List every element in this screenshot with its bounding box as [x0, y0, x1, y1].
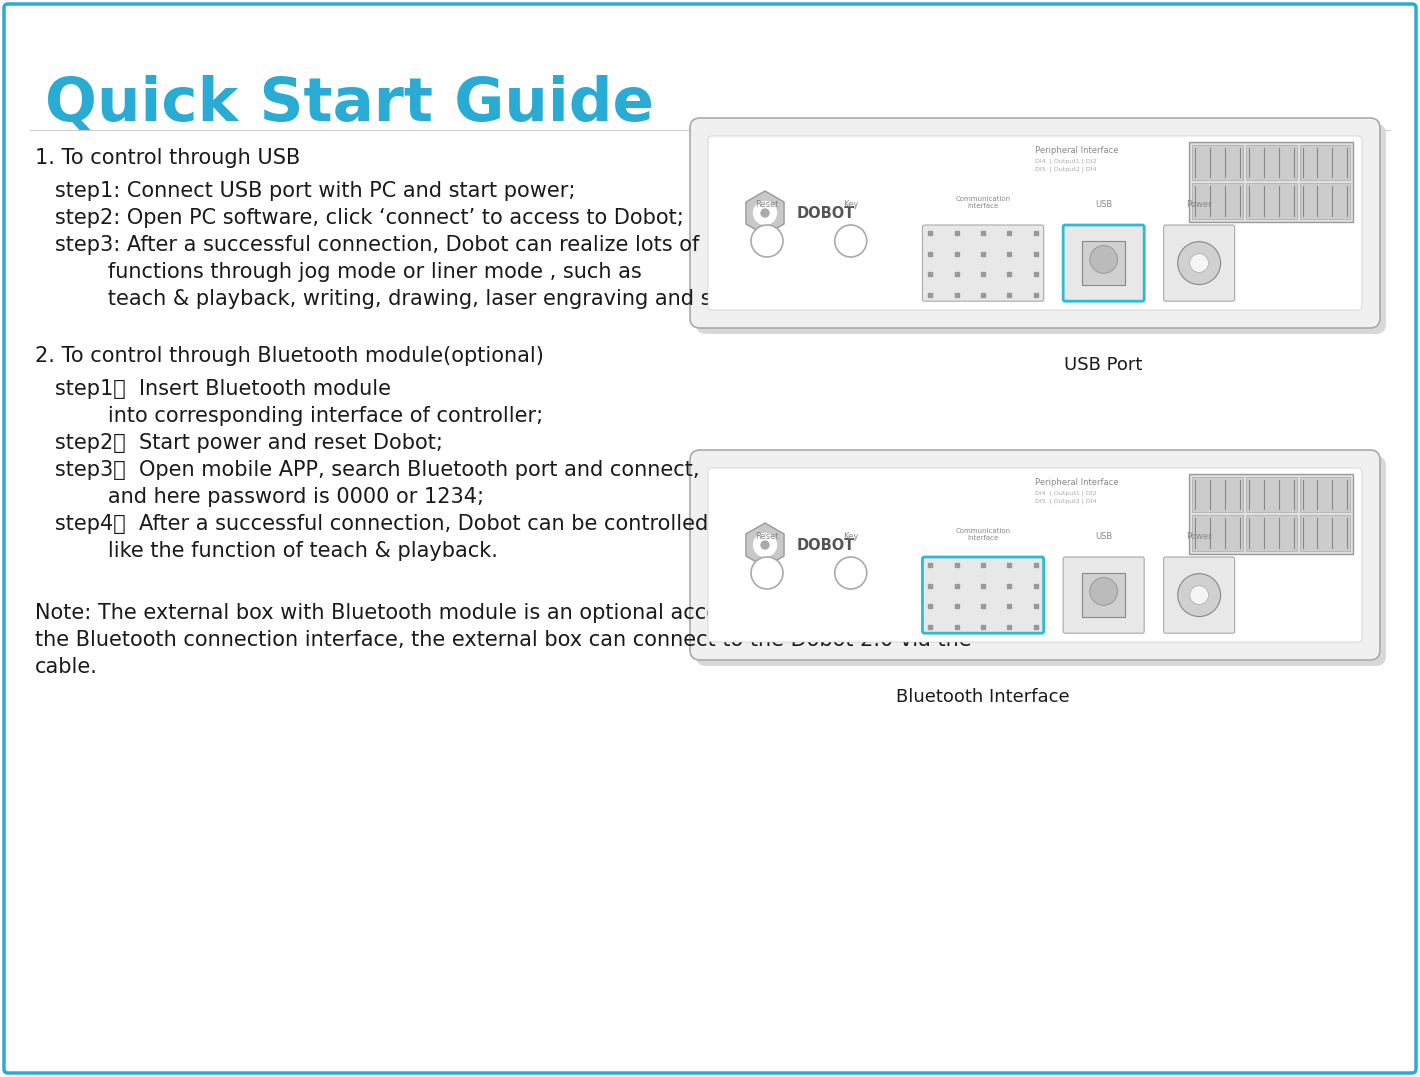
FancyBboxPatch shape [1064, 557, 1145, 633]
Circle shape [754, 201, 777, 224]
Text: DOBOT: DOBOT [797, 206, 855, 221]
Text: USB: USB [1095, 532, 1112, 541]
Text: and here password is 0000 or 1234;: and here password is 0000 or 1234; [36, 487, 484, 507]
FancyBboxPatch shape [923, 225, 1044, 302]
Text: functions through jog mode or liner mode , such as: functions through jog mode or liner mode… [36, 262, 642, 282]
FancyBboxPatch shape [690, 118, 1380, 328]
Polygon shape [746, 191, 784, 235]
Circle shape [761, 541, 770, 549]
Text: Reset: Reset [755, 200, 778, 209]
Circle shape [1177, 241, 1221, 284]
Bar [1245, 477, 1296, 513]
Text: 1. To control through USB: 1. To control through USB [36, 148, 300, 168]
FancyBboxPatch shape [696, 124, 1386, 334]
Circle shape [751, 557, 782, 589]
Bar [1299, 145, 1350, 181]
Text: Reset: Reset [755, 532, 778, 541]
Text: Note: The external box with Bluetooth module is an optional accessory. Through: Note: The external box with Bluetooth mo… [36, 603, 872, 623]
Bar [1299, 477, 1350, 513]
Circle shape [1177, 574, 1221, 616]
Circle shape [754, 533, 777, 557]
Text: step1: Connect USB port with PC and start power;: step1: Connect USB port with PC and star… [36, 181, 575, 201]
Bar [1193, 183, 1242, 219]
Polygon shape [746, 523, 784, 567]
Text: like the function of teach & playback.: like the function of teach & playback. [36, 541, 498, 561]
Text: into corresponding interface of controller;: into corresponding interface of controll… [36, 406, 542, 426]
Bar [1082, 573, 1125, 617]
FancyBboxPatch shape [690, 450, 1380, 660]
Text: step2: Open PC software, click ‘connect’ to access to Dobot;: step2: Open PC software, click ‘connect’… [36, 208, 684, 228]
Text: 2. To control through Bluetooth module(optional): 2. To control through Bluetooth module(o… [36, 346, 544, 366]
FancyBboxPatch shape [4, 4, 1416, 1073]
Text: Peripheral Interface: Peripheral Interface [1035, 478, 1119, 487]
Bar [1082, 241, 1125, 284]
Text: Communication
Interface: Communication Interface [956, 528, 1011, 541]
Text: step2：  Start power and reset Dobot;: step2： Start power and reset Dobot; [36, 433, 443, 453]
Text: USB Port: USB Port [1065, 356, 1143, 374]
Text: Peripheral Interface: Peripheral Interface [1035, 146, 1119, 155]
Bar [1189, 142, 1353, 222]
Text: Power: Power [1186, 200, 1211, 209]
FancyBboxPatch shape [1064, 225, 1145, 302]
Text: USB: USB [1095, 200, 1112, 209]
Circle shape [835, 225, 866, 257]
Text: DI5  | Output2 | DI4: DI5 | Output2 | DI4 [1035, 499, 1096, 504]
Bar [1245, 516, 1296, 550]
Text: DOBOT: DOBOT [797, 537, 855, 553]
Bar [1193, 516, 1242, 550]
FancyBboxPatch shape [709, 468, 1362, 642]
Circle shape [1190, 586, 1208, 604]
Circle shape [751, 225, 782, 257]
Text: Key: Key [843, 532, 859, 541]
Text: Quick Start Guide: Quick Start Guide [45, 75, 655, 134]
FancyBboxPatch shape [923, 557, 1044, 633]
Text: Key: Key [843, 200, 859, 209]
Text: cable.: cable. [36, 657, 98, 677]
Circle shape [1190, 254, 1208, 272]
Bar [1245, 183, 1296, 219]
Text: DI4  | Output1 | DI2: DI4 | Output1 | DI2 [1035, 159, 1096, 165]
FancyBboxPatch shape [1163, 225, 1234, 302]
Bar [1245, 145, 1296, 181]
Bar [1193, 477, 1242, 513]
FancyBboxPatch shape [709, 136, 1362, 310]
Text: DI4  | Output1 | DI2: DI4 | Output1 | DI2 [1035, 491, 1096, 496]
Bar [1189, 474, 1353, 554]
Text: teach & playback, writing, drawing, laser engraving and so on.: teach & playback, writing, drawing, lase… [36, 289, 764, 309]
Circle shape [835, 557, 866, 589]
Text: Power: Power [1186, 532, 1211, 541]
Text: step3：  Open mobile APP, search Bluetooth port and connect,: step3： Open mobile APP, search Bluetooth… [36, 460, 700, 480]
Bar [1193, 145, 1242, 181]
Text: Communication
Interface: Communication Interface [956, 196, 1011, 209]
Circle shape [1089, 577, 1118, 605]
Text: step4：  After a successful connection, Dobot can be controlled by APP,: step4： After a successful connection, Do… [36, 514, 792, 534]
Text: step1：  Insert Bluetooth module: step1： Insert Bluetooth module [36, 379, 390, 398]
Bar [1299, 183, 1350, 219]
Text: Bluetooth Interface: Bluetooth Interface [896, 688, 1069, 707]
FancyBboxPatch shape [1163, 557, 1234, 633]
Circle shape [761, 209, 770, 216]
Text: DI5  | Output2 | DI4: DI5 | Output2 | DI4 [1035, 167, 1096, 172]
FancyBboxPatch shape [696, 456, 1386, 666]
Text: the Bluetooth connection interface, the external box can connect to the Dobot 2.: the Bluetooth connection interface, the … [36, 630, 971, 651]
Text: step3: After a successful connection, Dobot can realize lots of: step3: After a successful connection, Do… [36, 235, 700, 255]
Circle shape [1089, 246, 1118, 274]
Bar [1299, 516, 1350, 550]
